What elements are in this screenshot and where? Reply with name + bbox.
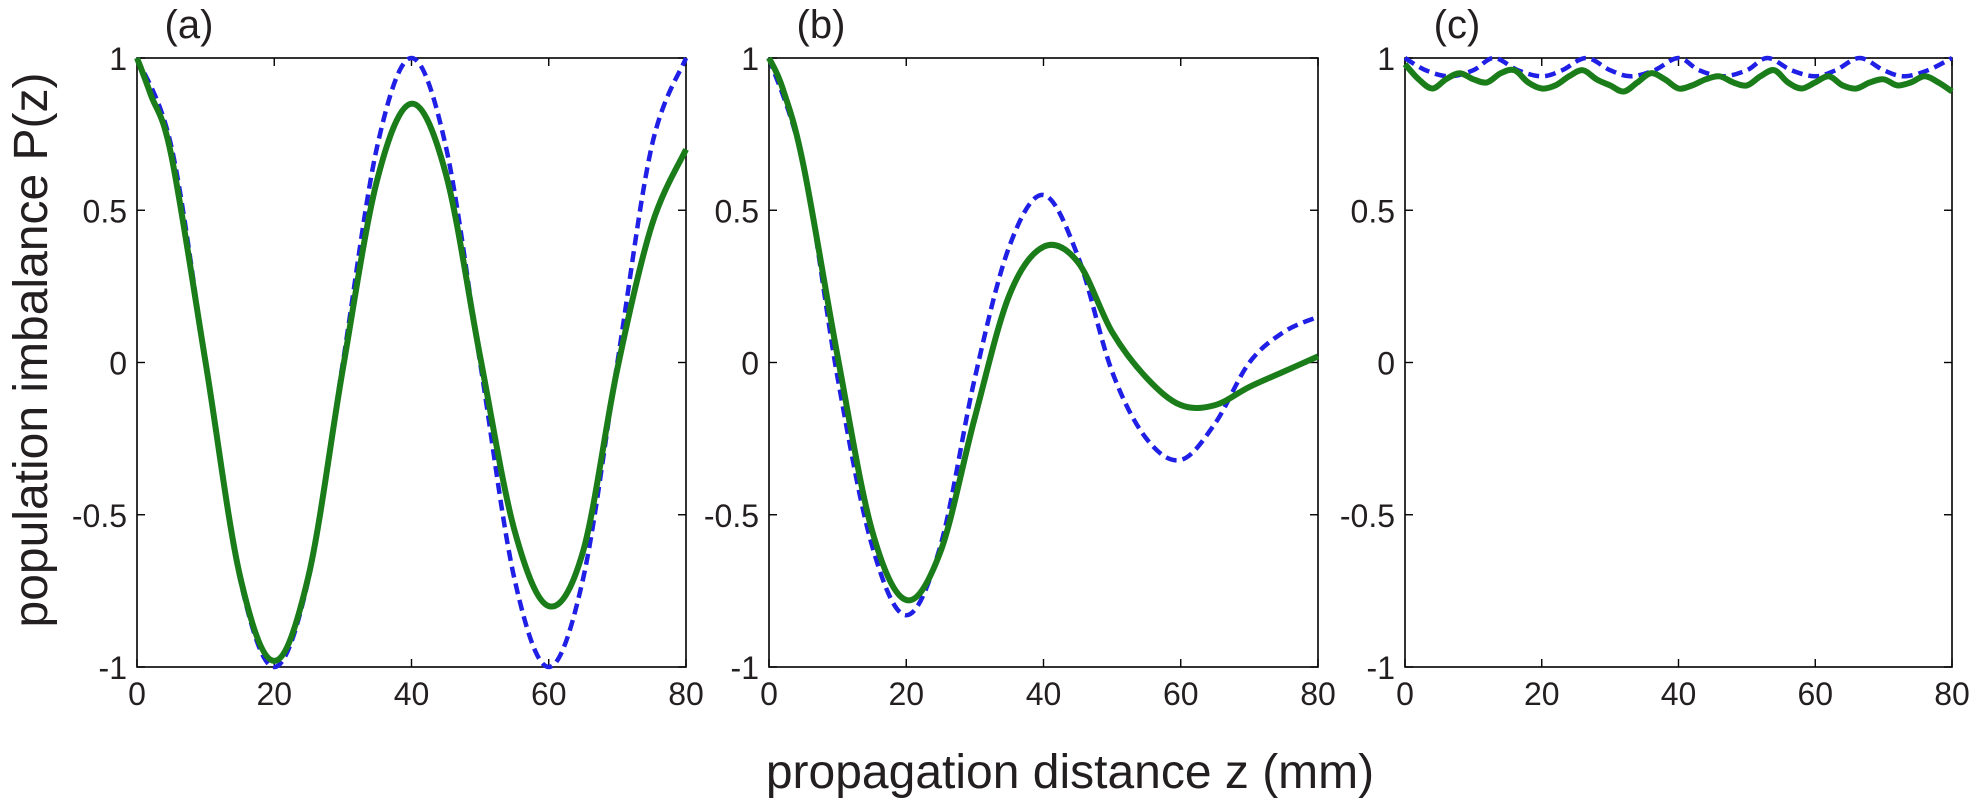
y-tick-label: 0.5 bbox=[83, 193, 127, 229]
x-tick-label: 0 bbox=[1396, 676, 1414, 712]
x-tick-label: 0 bbox=[760, 676, 778, 712]
series-measured-line bbox=[134, 56, 689, 664]
y-tick-label: -0.5 bbox=[704, 498, 759, 534]
y-tick-label: -0.5 bbox=[1340, 498, 1395, 534]
x-tick-label: 0 bbox=[128, 676, 146, 712]
y-tick-label: 1 bbox=[1377, 41, 1395, 77]
y-axis-label: population imbalance P(z) bbox=[5, 73, 58, 628]
x-tick-label: 20 bbox=[1524, 676, 1560, 712]
y-tick-label: 1 bbox=[741, 41, 759, 77]
x-tick-label: 40 bbox=[1026, 676, 1062, 712]
panel-label: (a) bbox=[165, 3, 214, 47]
x-tick-label: 80 bbox=[1300, 676, 1336, 712]
series-measured-line bbox=[766, 56, 1320, 604]
plot-frame bbox=[136, 57, 687, 668]
plot-frame bbox=[1404, 57, 1953, 668]
panel-label: (b) bbox=[797, 3, 846, 47]
panel-3: (c) 0 20 40 60 80 -1 -0.5 0 0.5 1 bbox=[1340, 3, 1970, 712]
y-tick-label: -0.5 bbox=[72, 498, 127, 534]
y-tick-label: 0 bbox=[109, 346, 127, 382]
y-tick-label: 1 bbox=[109, 41, 127, 77]
x-tick-label: 40 bbox=[394, 676, 430, 712]
series-measured-line bbox=[1402, 62, 1954, 95]
y-tick-label: -1 bbox=[731, 650, 759, 686]
y-tick-label: -1 bbox=[99, 650, 127, 686]
x-tick-label: 60 bbox=[1797, 676, 1833, 712]
x-tick-label: 60 bbox=[531, 676, 567, 712]
x-tick-label: 20 bbox=[888, 676, 924, 712]
x-tick-label: 60 bbox=[1163, 676, 1199, 712]
y-tick-label: 0.5 bbox=[715, 193, 759, 229]
y-tick-label: 0 bbox=[1377, 346, 1395, 382]
series-theory-line bbox=[766, 57, 1319, 618]
panel-1: (a) 0 20 40 60 80 -1 -0.5 0 0.5 1 bbox=[72, 3, 704, 712]
plot-frame bbox=[768, 57, 1319, 668]
series-theory-line bbox=[1403, 55, 1954, 79]
series-theory-line bbox=[134, 55, 689, 670]
y-tick-label: 0 bbox=[741, 346, 759, 382]
x-tick-label: 80 bbox=[668, 676, 704, 712]
panel-label: (c) bbox=[1434, 3, 1481, 47]
x-tick-label: 80 bbox=[1934, 676, 1970, 712]
x-tick-label: 20 bbox=[256, 676, 292, 712]
y-tick-label: 0.5 bbox=[1351, 193, 1395, 229]
x-axis-label: propagation distance z (mm) bbox=[766, 746, 1374, 799]
panel-2: (b) 0 20 40 60 80 -1 -0.5 0 0.5 1 bbox=[704, 3, 1336, 712]
y-tick-label: -1 bbox=[1367, 650, 1395, 686]
x-tick-label: 40 bbox=[1661, 676, 1697, 712]
